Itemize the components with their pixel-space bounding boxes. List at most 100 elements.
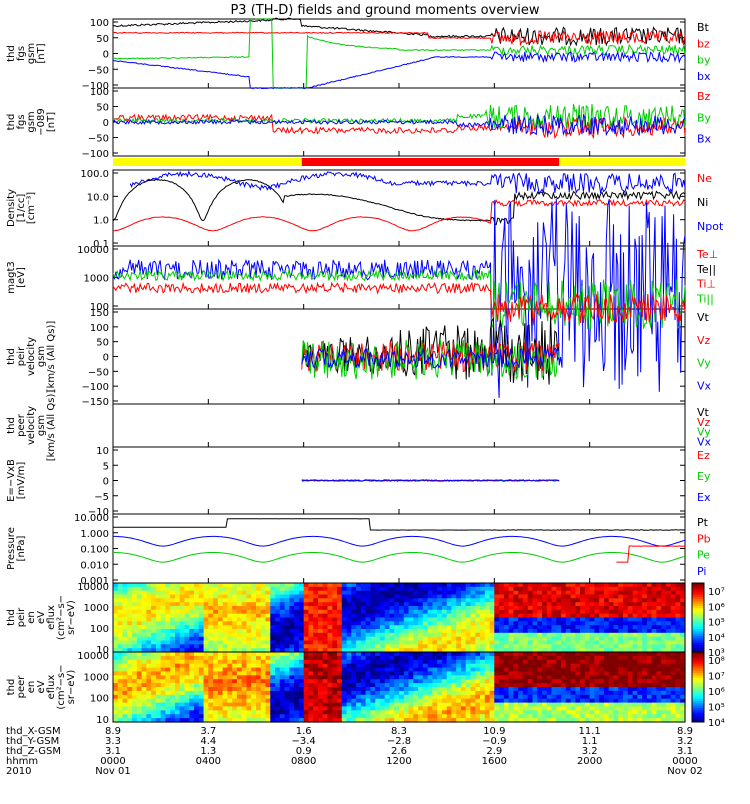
spectrogram-cell — [494, 602, 500, 607]
spectrogram-cell — [337, 671, 343, 676]
spectrogram-cell — [384, 636, 391, 642]
spectrogram-cell — [132, 640, 138, 645]
spectrogram-cell — [389, 710, 395, 715]
spectrogram-cell — [408, 663, 414, 669]
spectrogram-cell — [456, 706, 462, 711]
colorbar-label: 10⁵ — [708, 703, 725, 714]
spectrogram-cell — [155, 644, 162, 649]
spectrogram-cell — [680, 659, 686, 665]
spectrogram-cell — [146, 606, 152, 611]
spectrogram-cell — [241, 583, 248, 588]
spectrogram-cell — [136, 636, 143, 642]
spectrogram-cell — [356, 690, 362, 696]
spectrogram-cell — [665, 606, 672, 611]
spectrogram-cell — [337, 602, 343, 607]
spectrogram-cell — [165, 690, 171, 696]
spectrogram-cell — [456, 718, 462, 723]
y-tick-label: −150 — [82, 397, 109, 408]
spectrogram-cell — [113, 644, 119, 649]
spectrogram-cell — [341, 671, 348, 676]
spectrogram-cell — [222, 586, 228, 592]
spectrogram-cell — [379, 583, 386, 588]
spectrogram-cell — [513, 718, 519, 723]
spectrogram-cell — [184, 636, 190, 642]
spectrogram-cell — [379, 640, 386, 645]
spectrogram-cell — [194, 714, 200, 719]
spectrogram-cell — [565, 683, 572, 688]
spectrogram-cell — [394, 690, 400, 696]
spectrogram-cell — [389, 617, 395, 622]
spectrogram-cell — [265, 675, 271, 680]
spectrogram-cell — [627, 710, 634, 715]
spectrogram-cell — [165, 655, 171, 661]
legend-entry: Pt — [697, 516, 709, 529]
spectrogram-cell — [642, 629, 648, 634]
spectrogram-cell — [437, 694, 443, 700]
spectrogram-cell — [489, 667, 495, 673]
spectrogram-cell — [313, 640, 319, 645]
spectrogram-cell — [522, 667, 529, 673]
spectrogram-cell — [670, 606, 677, 611]
spectrogram-cell — [461, 687, 467, 692]
spectrogram-cell — [461, 606, 467, 611]
spectrogram-cell — [542, 675, 548, 680]
spectrogram-cell — [427, 714, 433, 719]
y-tick-label: 10.000 — [74, 513, 109, 524]
colorbar-step — [692, 710, 704, 714]
spectrogram-cell — [346, 583, 352, 588]
spectrogram-cell — [589, 698, 596, 704]
spectrogram-cell — [522, 671, 529, 676]
spectrogram-cell — [308, 710, 314, 715]
spectrogram-cell — [546, 659, 553, 665]
spectrogram-cell — [623, 602, 629, 607]
spectrogram-cell — [623, 644, 629, 649]
spectrogram-cell — [627, 667, 634, 673]
spectrogram-cell — [289, 613, 295, 619]
spectrogram-cell — [332, 590, 338, 596]
spectrogram-cell — [470, 648, 476, 653]
spectrogram-cell — [246, 648, 252, 653]
spectrogram-cell — [422, 683, 429, 688]
spectrogram-cell — [332, 602, 338, 607]
spectrogram-cell — [279, 598, 286, 603]
spectrogram-cell — [165, 632, 171, 638]
spectrogram-cell — [489, 632, 495, 638]
spectrogram-cell — [394, 652, 400, 657]
spectrogram-cell — [618, 583, 624, 588]
spectrogram-cell — [518, 652, 524, 657]
spectrogram-cell — [365, 679, 371, 684]
spectrogram-cell — [179, 671, 186, 676]
spectrogram-cell — [270, 586, 276, 592]
spectrogram-cell — [589, 598, 596, 603]
spectrogram-cell — [489, 617, 495, 622]
spectrogram-cell — [236, 644, 243, 649]
spectrogram-cell — [275, 698, 281, 704]
spectrogram-cell — [484, 663, 491, 669]
spectrogram-cell — [656, 594, 662, 599]
spectrogram-cell — [470, 652, 476, 657]
spectrogram-cell — [413, 714, 419, 719]
spectrogram-cell — [527, 706, 534, 711]
spectrogram-cell — [604, 594, 610, 599]
spectrogram-cell — [236, 648, 243, 653]
spectrogram-cell — [613, 648, 619, 653]
spectrogram-cell — [256, 583, 262, 588]
spectrogram-cell — [594, 590, 600, 596]
spectrogram-cell — [332, 679, 338, 684]
spectrogram-cell — [356, 644, 362, 649]
spectrogram-cell — [127, 613, 133, 619]
spectrogram-cell — [132, 690, 138, 696]
spectrogram-cell — [132, 625, 138, 630]
spectrogram-cell — [251, 621, 257, 626]
spectrogram-cell — [236, 655, 243, 661]
spectrogram-cell — [675, 606, 681, 611]
spectrogram-cell — [489, 621, 495, 626]
spectrogram-cell — [565, 655, 572, 661]
spectrogram-cell — [494, 655, 500, 661]
spectrogram-cell — [346, 602, 352, 607]
spectrogram-cell — [327, 667, 333, 673]
spectrogram-cell — [556, 679, 562, 684]
spectrogram-cell — [265, 679, 271, 684]
spectrogram-cell — [608, 629, 615, 634]
spectrogram-cell — [584, 714, 591, 719]
